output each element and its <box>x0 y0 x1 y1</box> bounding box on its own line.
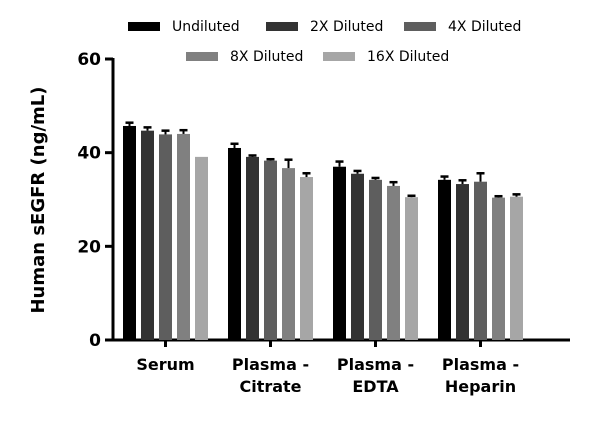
bar-3-3 <box>492 197 505 340</box>
legend-swatch <box>404 22 436 31</box>
y-tick-label: 20 <box>77 237 101 257</box>
bar-2-3 <box>474 181 487 340</box>
x-tick-label: EDTA <box>352 377 399 396</box>
y-axis-label: Human sEGFR (ng/mL) <box>28 86 49 313</box>
legend-label: 2X Diluted <box>310 19 383 35</box>
legend-label: Undiluted <box>172 19 240 35</box>
bar-3-2 <box>387 185 400 340</box>
x-tick-label: Citrate <box>239 377 301 396</box>
x-tick-label: Serum <box>136 355 194 374</box>
legend-swatch <box>186 52 218 61</box>
bar-1-3 <box>456 184 469 340</box>
bar-4-3 <box>510 196 523 340</box>
bar-3-0 <box>177 133 190 340</box>
bar-0-3 <box>438 179 451 340</box>
bar-4-2 <box>405 197 418 340</box>
bar-0-1 <box>228 147 241 340</box>
bar-2-1 <box>264 160 277 340</box>
bar-1-1 <box>246 156 259 340</box>
legend-label: 4X Diluted <box>448 19 521 35</box>
bar-2-0 <box>159 134 172 340</box>
bar-4-0 <box>195 156 208 340</box>
bar-1-2 <box>351 173 364 340</box>
y-tick-label: 40 <box>77 144 101 164</box>
x-tick-label: Plasma - <box>232 355 309 374</box>
bar-3-1 <box>282 168 295 340</box>
x-tick-label: Plasma - <box>337 355 414 374</box>
legend-label: 16X Diluted <box>367 49 449 65</box>
bar-1-0 <box>141 130 154 340</box>
y-tick-label: 60 <box>77 50 101 70</box>
bar-0-0 <box>123 125 136 340</box>
bar-0-2 <box>333 166 346 340</box>
x-tick-label: Plasma - <box>442 355 519 374</box>
x-tick-label: Heparin <box>445 377 516 396</box>
y-tick-label: 0 <box>89 331 101 351</box>
bar-4-1 <box>300 177 313 340</box>
legend-swatch <box>323 52 355 61</box>
bar-2-2 <box>369 179 382 340</box>
legend-swatch <box>266 22 298 31</box>
legend-label: 8X Diluted <box>230 49 303 65</box>
legend-swatch <box>128 22 160 31</box>
